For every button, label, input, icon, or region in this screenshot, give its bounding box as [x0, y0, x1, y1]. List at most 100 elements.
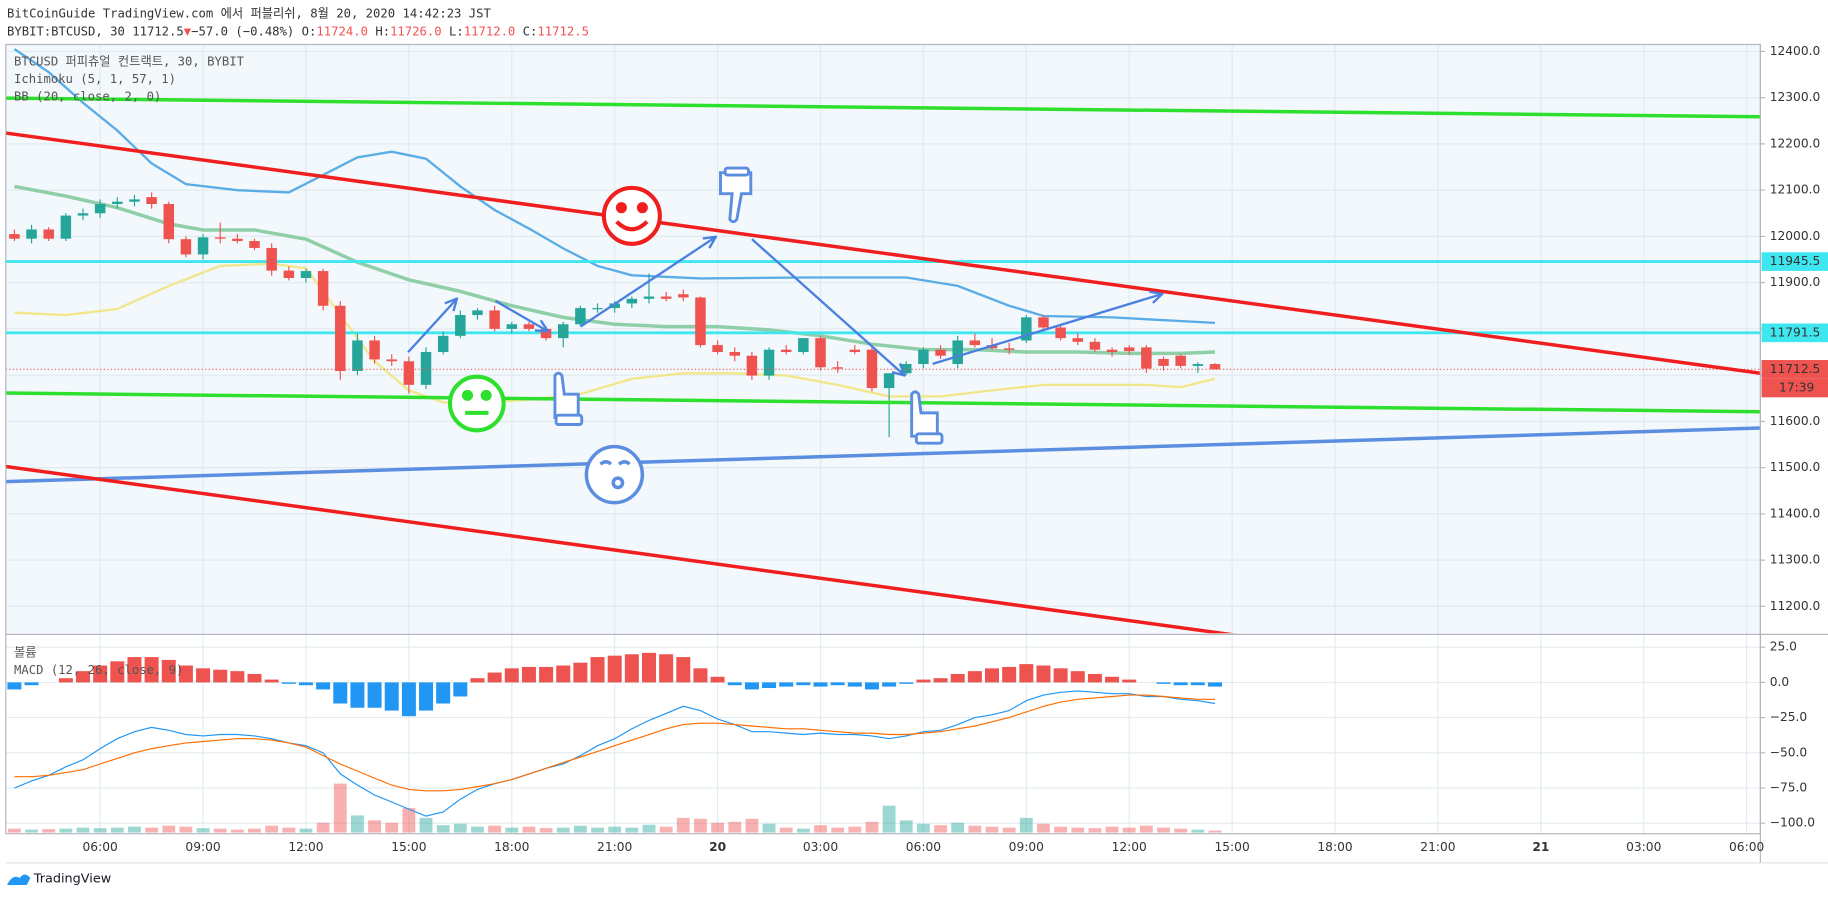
symbol: BYBIT:BTCUSD, 30	[7, 24, 125, 38]
ohlc-value: 11712.0	[464, 24, 516, 38]
x-tick-label: 09:00	[185, 840, 220, 854]
candle-body	[935, 349, 946, 356]
volume-bar	[110, 827, 124, 833]
volume-bar	[333, 783, 347, 833]
volume-bar	[796, 828, 810, 833]
macd-histogram-bar	[504, 668, 519, 683]
volume-bar	[556, 827, 570, 833]
candle-body	[849, 349, 861, 353]
trend-line	[5, 391, 1761, 414]
volume-bar	[985, 826, 999, 833]
candle-body	[94, 204, 106, 214]
volume-bar	[1088, 828, 1102, 833]
macd-histogram-bar	[933, 678, 948, 683]
macd-histogram-bar	[281, 682, 296, 684]
x-tick-label: 06:00	[1729, 840, 1764, 854]
trend-line	[5, 131, 1761, 375]
candle-body	[249, 241, 260, 248]
candle-body	[146, 197, 157, 205]
last-price: 11712.5	[132, 24, 184, 38]
candle-body	[455, 315, 466, 336]
volume-bar	[848, 826, 862, 833]
pane-legend: MACD (12, 26, close, 9)	[14, 663, 183, 677]
macd-histogram-bar	[178, 665, 193, 683]
x-tick-label: 12:00	[288, 840, 323, 854]
candle-body	[918, 349, 929, 365]
volume-bar	[76, 827, 90, 833]
macd-histogram-bar	[419, 682, 434, 711]
candle-body	[866, 349, 878, 389]
y-tick-label: 0.0	[1770, 675, 1789, 689]
candle-body	[283, 270, 295, 279]
arrow	[579, 237, 716, 328]
volume-bar	[1191, 829, 1205, 833]
candle-body	[317, 271, 329, 306]
volume-bar	[831, 827, 845, 833]
smiley-icon	[601, 185, 662, 246]
volume-bar	[1002, 827, 1016, 833]
volume-bar	[1105, 826, 1119, 833]
macd-histogram-bar	[779, 682, 794, 687]
level-label-box	[1761, 323, 1828, 343]
y-tick-label: −50.0	[1770, 745, 1807, 759]
volume-bar	[968, 825, 982, 833]
candle-body	[643, 296, 655, 299]
macd-pane	[5, 635, 1761, 834]
volume-bar	[573, 825, 587, 833]
volume-bar	[42, 829, 56, 833]
x-tick-label: 21:00	[1420, 840, 1455, 854]
volume-bar	[865, 821, 879, 833]
drawings	[5, 96, 1761, 634]
volume-bar	[539, 828, 553, 833]
volume-bar	[676, 817, 690, 833]
macd-histogram-bar	[93, 665, 108, 683]
candle-body	[1055, 327, 1066, 339]
macd-histogram-bar	[744, 682, 759, 690]
volume-bar	[25, 829, 38, 833]
countdown-box	[1761, 378, 1828, 398]
macd-histogram-bar	[127, 657, 142, 683]
footer-brand: TradingView	[33, 872, 111, 887]
macd-histogram-bar	[521, 666, 536, 683]
volume-bar	[145, 827, 159, 833]
y-tick-label: 12100.0	[1770, 183, 1821, 197]
volume-bar	[882, 805, 896, 833]
price-pane	[5, 44, 1761, 634]
trend-line	[5, 464, 1234, 634]
ohlc-value: 11712.5	[537, 24, 589, 38]
volume-bar	[385, 822, 399, 833]
macd-histogram-bar	[830, 682, 845, 686]
macd-histogram-bar	[1036, 665, 1051, 683]
trend-line	[5, 96, 1761, 119]
volume-bar	[488, 825, 502, 833]
level-label-box	[1761, 252, 1828, 271]
macd-histogram-bar	[384, 682, 399, 711]
y-tick-label: 11600.0	[1770, 414, 1821, 428]
candle-body	[1038, 317, 1049, 328]
volume-bar	[1157, 827, 1170, 833]
y-tick-label: −100.0	[1770, 816, 1815, 830]
macd-histogram-bar	[367, 682, 382, 708]
candle-body	[695, 297, 706, 346]
macd-histogram-bar	[470, 678, 485, 683]
macd-histogram-bar	[624, 654, 639, 683]
level-label: 11791.5	[1770, 325, 1821, 339]
volume-bar	[642, 824, 656, 833]
volume-bar	[419, 817, 433, 833]
macd-histogram-bar	[762, 682, 777, 689]
volume-bar	[779, 827, 793, 833]
candle-body	[506, 324, 518, 329]
x-tick-label: 21:00	[597, 840, 632, 854]
macd-histogram-bar	[796, 682, 811, 686]
candle-body	[746, 355, 758, 376]
candle-body	[575, 308, 586, 325]
macd-histogram-bar	[1070, 671, 1085, 683]
volume-bar	[453, 823, 467, 833]
candle-body	[523, 324, 535, 329]
candle-body	[1089, 341, 1101, 350]
volume-bar	[591, 827, 604, 833]
macd-histogram-bar	[864, 682, 879, 690]
macd-histogram-bar	[401, 682, 416, 717]
macd-histogram-bar	[847, 682, 862, 687]
countdown-label: 17:39	[1779, 381, 1814, 395]
